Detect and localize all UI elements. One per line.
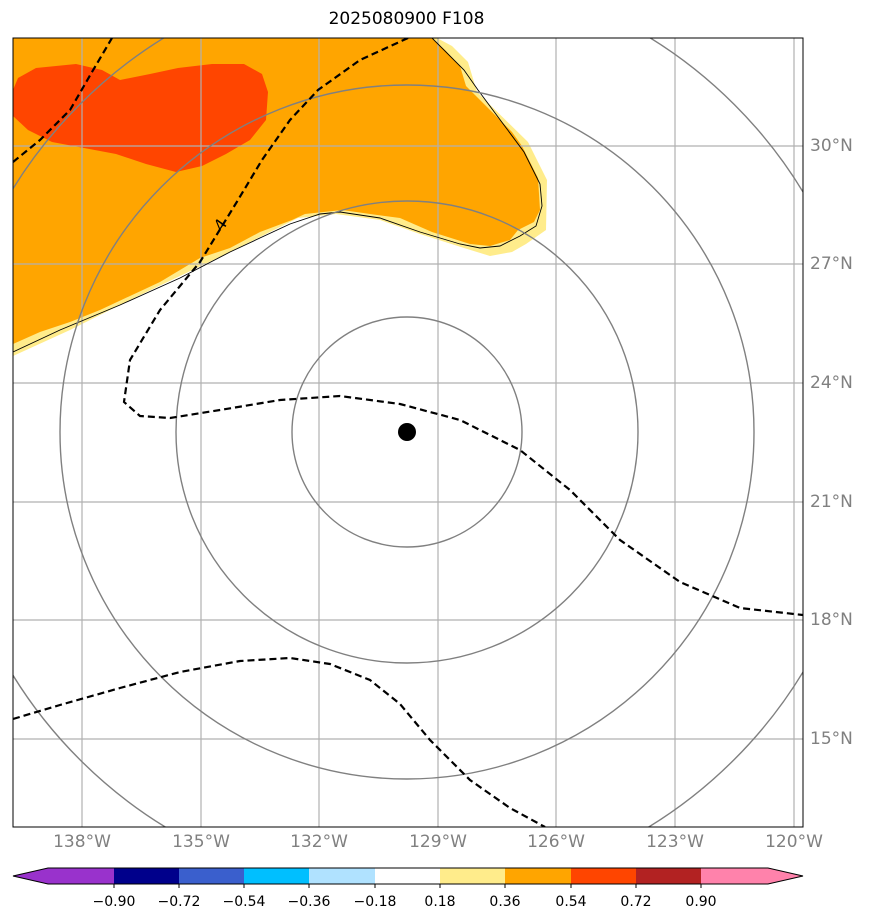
- storm-center-marker: [398, 423, 416, 441]
- colorbar-label: 0.54: [555, 894, 587, 910]
- lon-label-138w: 138°W: [53, 832, 111, 852]
- gridlines: [13, 38, 803, 827]
- range-ring-1: [291, 316, 523, 548]
- colorbar-label: −0.72: [157, 894, 201, 910]
- lon-label-129w: 129°W: [409, 832, 467, 852]
- colorbar-segment-10: [636, 868, 701, 884]
- field-boundary-line: [13, 38, 543, 353]
- colorbar-extend-high: [768, 868, 803, 884]
- colorbar-label: −0.54: [222, 894, 266, 910]
- colorbar-segment-9: [571, 868, 636, 884]
- colorbar-segment-7: [440, 868, 505, 884]
- lon-label-123w: 123°W: [646, 832, 704, 852]
- range-ring-3: [59, 84, 755, 780]
- lat-label-15n: 15°N: [810, 729, 853, 749]
- lon-label-126w: 126°W: [527, 832, 585, 852]
- colorbar-label: 0.18: [424, 894, 456, 910]
- colorbar-segment-8: [505, 868, 571, 884]
- colorbar-segment-2: [114, 868, 179, 884]
- colorbar-segment-11: [701, 868, 768, 884]
- field-fill-red-orange: [13, 64, 268, 172]
- contour-line-northwest: [13, 38, 113, 163]
- colorbar-label: −0.90: [92, 894, 136, 910]
- contour-line-4: [122, 38, 803, 617]
- lat-label-27n: 27°N: [810, 254, 853, 274]
- range-ring-2: [175, 200, 639, 664]
- colorbar-label: −0.18: [353, 894, 397, 910]
- lon-label-132w: 132°W: [290, 832, 348, 852]
- colorbar-segment-4: [244, 868, 309, 884]
- colorbar-segment-5: [309, 868, 375, 884]
- lon-label-135w: 135°W: [172, 832, 230, 852]
- contour-line-south: [13, 656, 546, 827]
- lat-label-18n: 18°N: [810, 610, 853, 630]
- colorbar-label: 0.36: [489, 894, 521, 910]
- lon-label-120w: 120°W: [765, 832, 823, 852]
- dashed-contours: [13, 38, 803, 827]
- lat-label-30n: 30°N: [810, 136, 853, 156]
- colorbar-label: −0.36: [287, 894, 331, 910]
- colorbar-extend-low: [13, 868, 48, 884]
- colorbar-outline: [12, 867, 804, 885]
- colorbar-label: 0.90: [685, 894, 717, 910]
- colorbar: [12, 867, 804, 888]
- colorbar-segment-6: [375, 868, 440, 884]
- colorbar-label: 0.72: [620, 894, 652, 910]
- colorbar-segment-3: [179, 868, 244, 884]
- map-area: [13, 38, 803, 827]
- colorbar-segment-1: [48, 868, 114, 884]
- map-frame: [12, 37, 804, 828]
- range-rings: [13, 38, 803, 827]
- map-title: 2025080900 F108: [328, 9, 485, 29]
- lat-label-24n: 24°N: [810, 373, 853, 393]
- lat-label-21n: 21°N: [810, 492, 853, 512]
